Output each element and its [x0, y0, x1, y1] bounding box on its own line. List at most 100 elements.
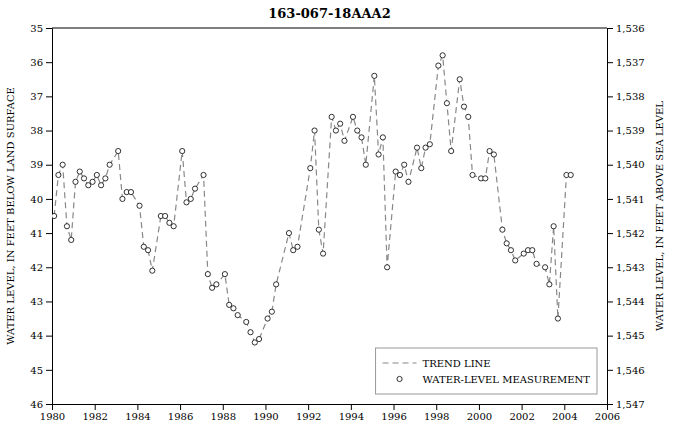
- tick-label: 1986: [168, 411, 193, 422]
- tick-mark: [46, 28, 52, 29]
- tick-label: 1,541: [616, 194, 645, 205]
- tick: 44: [30, 330, 52, 341]
- tick-label: 2002: [509, 411, 534, 422]
- point: [103, 176, 108, 181]
- tick-label: 1980: [40, 411, 65, 422]
- tick-mark: [607, 370, 613, 371]
- point: [406, 179, 411, 184]
- tick: 1998: [424, 404, 449, 422]
- tick-mark: [607, 165, 613, 166]
- point: [77, 169, 82, 174]
- point: [295, 244, 300, 249]
- tick: 1,539: [607, 125, 645, 136]
- tick: 1,543: [607, 262, 645, 273]
- point: [180, 148, 185, 153]
- tick: 1,547: [607, 399, 645, 410]
- point: [427, 142, 432, 147]
- tick-mark: [46, 96, 52, 97]
- tick-mark: [607, 199, 613, 200]
- legend-swatch: [383, 362, 417, 363]
- point: [90, 179, 95, 184]
- point: [542, 265, 547, 270]
- point: [128, 189, 133, 194]
- tick-label: 1984: [125, 411, 150, 422]
- tick-label: 1,538: [616, 91, 645, 102]
- point: [312, 128, 317, 133]
- tick: 1,537: [607, 57, 645, 68]
- point: [214, 282, 219, 287]
- point: [402, 162, 407, 167]
- point: [81, 176, 86, 181]
- point: [52, 213, 57, 218]
- point: [457, 77, 462, 82]
- y2-axis: 1,5471,5461,5451,5441,5431,5421,5411,540…: [607, 23, 645, 410]
- tick-mark: [607, 28, 613, 29]
- legend-swatch: [397, 376, 402, 381]
- tick-label: 1996: [381, 411, 406, 422]
- tick-mark: [479, 404, 480, 410]
- point: [201, 172, 206, 177]
- tick-mark: [308, 404, 309, 410]
- tick-mark: [607, 131, 613, 132]
- tick: 1982: [82, 404, 107, 422]
- tick: 1,545: [607, 330, 645, 341]
- tick: 36: [30, 57, 52, 68]
- plot: 1980198219841986198819901992199419961998…: [30, 23, 644, 422]
- x-axis: 1980198219841986198819901992199419961998…: [40, 404, 620, 422]
- tick-label: 1992: [296, 411, 321, 422]
- point: [56, 172, 61, 177]
- tick-label: 46: [30, 399, 43, 410]
- tick-label: 42: [30, 262, 43, 273]
- tick: 40: [30, 194, 52, 205]
- point: [320, 251, 325, 256]
- tick-label: 1982: [82, 411, 107, 422]
- tick-mark: [95, 404, 96, 410]
- y2-axis-title: WATER LEVEL, IN FEET ABOVE SEA LEVEL: [654, 101, 665, 331]
- point: [491, 152, 496, 157]
- axis-line: [46, 29, 53, 405]
- tick-label: 1,542: [616, 228, 645, 239]
- tick-label: 40: [30, 194, 43, 205]
- point: [269, 309, 274, 314]
- tick-mark: [46, 199, 52, 200]
- tick-mark: [46, 370, 52, 371]
- point: [248, 330, 253, 335]
- points: [52, 53, 573, 345]
- tick: 1996: [381, 404, 406, 422]
- tick: 1992: [296, 404, 321, 422]
- tick-mark: [46, 62, 52, 63]
- point: [286, 230, 291, 235]
- tick: 43: [30, 296, 52, 307]
- point: [98, 183, 103, 188]
- tick-mark: [46, 404, 52, 405]
- point: [534, 261, 539, 266]
- y-axis-title: WATER LEVEL, IN FEET BELOW LAND SURFACE: [5, 87, 16, 345]
- point: [436, 63, 441, 68]
- tick: 35: [30, 23, 52, 34]
- tick-mark: [607, 233, 613, 234]
- point: [397, 172, 402, 177]
- point: [555, 316, 560, 321]
- point: [380, 135, 385, 140]
- point: [150, 268, 155, 273]
- tick-mark: [607, 404, 613, 405]
- point: [329, 114, 334, 119]
- tick: 1988: [211, 404, 236, 422]
- tick-label: 43: [30, 296, 43, 307]
- tick-mark: [436, 404, 437, 410]
- point: [73, 179, 78, 184]
- point: [60, 162, 65, 167]
- tick: 1984: [125, 404, 150, 422]
- tick-mark: [46, 301, 52, 302]
- tick-mark: [522, 404, 523, 410]
- point: [568, 172, 573, 177]
- point: [414, 145, 419, 150]
- point: [94, 172, 99, 177]
- tick: 1,546: [607, 365, 645, 376]
- point: [461, 104, 466, 109]
- tick-mark: [607, 62, 613, 63]
- title: 163-067-18AAA2: [268, 6, 390, 21]
- point: [163, 213, 168, 218]
- point: [372, 73, 377, 78]
- tick: 1980: [40, 404, 65, 422]
